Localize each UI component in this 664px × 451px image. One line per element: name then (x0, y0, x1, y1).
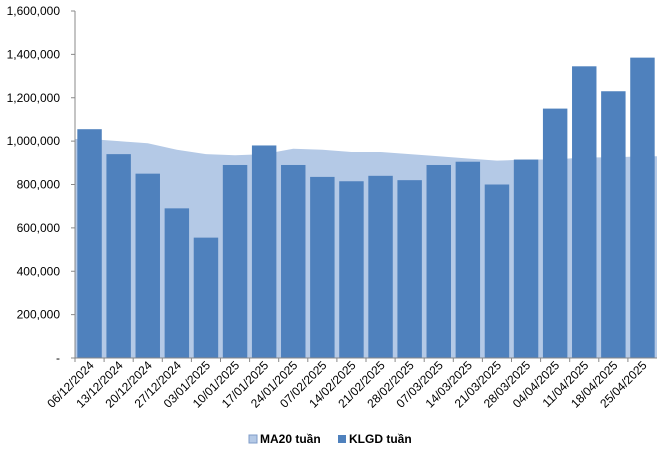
bar-klgd-24-01-2025 (281, 164, 306, 358)
bar-klgd-21-03-2025 (484, 184, 510, 358)
ma20-area (75, 138, 657, 358)
bar-klgd-17-01-2025 (251, 145, 277, 358)
bar-layer (77, 57, 655, 359)
bar-klgd-04-04-2025 (542, 108, 568, 358)
bar-klgd-07-03-2025 (426, 164, 451, 358)
bar-klgd-28-02-2025 (397, 180, 422, 358)
ma20-area-layer (75, 138, 657, 358)
y-tick-label: 1,000,000 (7, 134, 61, 148)
legend-label-ma20: MA20 tuần (260, 432, 321, 446)
bar-klgd-03-01-2025 (193, 237, 219, 358)
x-tick-labels: 06/12/202413/12/202420/12/202427/12/2024… (44, 358, 649, 411)
legend: MA20 tuần KLGD tuần (248, 432, 412, 446)
bar-klgd-21-02-2025 (368, 175, 393, 358)
legend-label-klgd: KLGD tuần (349, 432, 412, 446)
bar-klgd-14-03-2025 (455, 161, 481, 358)
y-tick-label: 800,000 (17, 178, 61, 192)
bar-klgd-14-02-2025 (339, 181, 364, 358)
y-tick-label: 1,200,000 (7, 91, 61, 105)
bar-klgd-28-03-2025 (513, 159, 539, 358)
bar-klgd-13-12-2024 (106, 154, 131, 358)
y-tick-label: 1,400,000 (7, 47, 61, 61)
bar-klgd-27-12-2024 (164, 208, 190, 358)
y-tick-label: 1,600,000 (7, 4, 61, 18)
y-tick-label: 200,000 (17, 308, 61, 322)
bar-klgd-06-12-2024 (77, 129, 102, 358)
bar-klgd-25-04-2025 (630, 57, 655, 359)
y-tick-label: 600,000 (17, 221, 61, 235)
bar-klgd-11-04-2025 (572, 66, 597, 358)
y-tick-label: - (56, 351, 60, 365)
bar-klgd-18-04-2025 (601, 91, 626, 359)
bar-klgd-10-01-2025 (222, 164, 248, 358)
bar-klgd-07-02-2025 (310, 176, 335, 358)
y-tick-labels: - 200,000 400,000 600,000 800,000 1,000,000 1,… (7, 4, 75, 365)
bar-klgd-20-12-2024 (135, 173, 160, 358)
y-tick-label: 400,000 (17, 264, 61, 278)
legend-swatch-klgd (338, 435, 346, 443)
legend-swatch-ma20 (248, 434, 258, 444)
